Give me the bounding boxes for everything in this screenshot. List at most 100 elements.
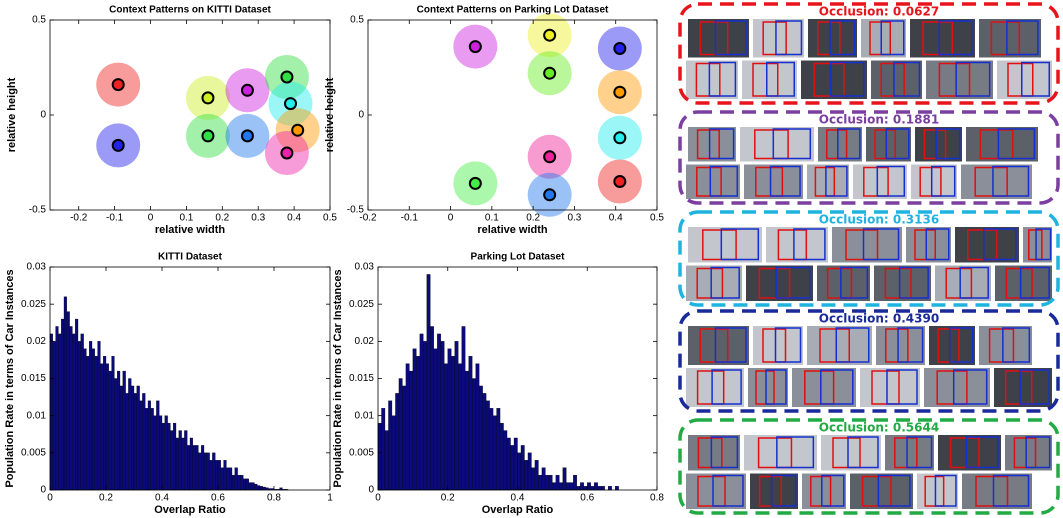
box-red bbox=[945, 267, 973, 299]
box-red bbox=[754, 129, 789, 160]
car-image bbox=[1023, 227, 1052, 263]
cluster-center bbox=[543, 66, 557, 80]
box-red bbox=[697, 475, 726, 507]
bar bbox=[133, 393, 137, 491]
box-red bbox=[1013, 437, 1037, 469]
bar bbox=[156, 400, 160, 491]
x-tick-label: 0.2 bbox=[441, 493, 455, 504]
bar bbox=[170, 430, 174, 491]
y-tick-label: 0.025 bbox=[349, 299, 374, 310]
bar bbox=[534, 460, 539, 491]
bar bbox=[506, 437, 511, 491]
car-image bbox=[792, 368, 856, 407]
bar bbox=[201, 445, 205, 491]
box-red bbox=[757, 437, 793, 469]
car-image bbox=[753, 326, 803, 365]
bar bbox=[566, 482, 570, 491]
box-red bbox=[813, 62, 845, 97]
x-tick-label: 0.5 bbox=[650, 213, 664, 224]
bar bbox=[217, 460, 221, 491]
box-blue bbox=[793, 228, 826, 261]
box-red bbox=[826, 267, 853, 299]
box-red bbox=[871, 370, 900, 405]
box-red bbox=[1007, 62, 1034, 97]
bar bbox=[496, 408, 501, 491]
box-red bbox=[990, 21, 1021, 56]
bar bbox=[601, 486, 605, 491]
x-tick-label: 0.1 bbox=[485, 213, 499, 224]
bar bbox=[541, 467, 546, 491]
y-tick-label: 0.01 bbox=[27, 410, 47, 421]
bar bbox=[206, 452, 210, 491]
cluster-center bbox=[284, 97, 298, 111]
x-tick-label: 0.4 bbox=[609, 213, 623, 224]
box-red bbox=[937, 328, 960, 363]
bar bbox=[234, 467, 238, 491]
box-red bbox=[863, 166, 889, 197]
box-blue bbox=[710, 266, 740, 299]
bar bbox=[229, 467, 233, 491]
box-red bbox=[696, 129, 720, 160]
bar bbox=[122, 370, 126, 491]
car-image bbox=[924, 368, 990, 407]
bar bbox=[262, 486, 266, 491]
x-tick-label: 0.3 bbox=[251, 213, 265, 224]
cluster-center bbox=[201, 129, 215, 143]
x-tick-label: 0.8 bbox=[267, 493, 281, 504]
box-red bbox=[699, 21, 729, 56]
car-image bbox=[876, 326, 925, 365]
bar bbox=[49, 333, 53, 491]
y-axis-label: Population Rate in terms of Car Instance… bbox=[4, 269, 16, 487]
box-blue bbox=[959, 266, 989, 299]
car-image bbox=[808, 19, 857, 58]
y-tick-label: 0.005 bbox=[21, 447, 46, 458]
car-image bbox=[821, 435, 881, 471]
cluster-center bbox=[468, 176, 482, 190]
box-red bbox=[755, 370, 775, 405]
car-image bbox=[906, 227, 951, 263]
box-blue bbox=[840, 266, 869, 299]
chart-title: KITTI Dataset bbox=[158, 252, 223, 263]
y-tick-label: 0.015 bbox=[21, 373, 46, 384]
y-tick-label: 0.02 bbox=[355, 336, 375, 347]
bar bbox=[254, 483, 258, 491]
bar bbox=[503, 430, 508, 491]
bar bbox=[83, 348, 87, 491]
bar bbox=[395, 393, 400, 491]
car-image bbox=[915, 127, 962, 162]
box-red bbox=[752, 62, 779, 97]
box-red bbox=[861, 475, 892, 507]
box-blue bbox=[825, 165, 848, 197]
box-blue bbox=[897, 327, 924, 363]
x-axis-label: relative width bbox=[155, 224, 226, 236]
box-blue bbox=[847, 436, 879, 469]
y-tick-label: 0.03 bbox=[355, 262, 375, 273]
bar bbox=[94, 356, 98, 491]
box-red bbox=[696, 370, 725, 405]
box-blue bbox=[1021, 61, 1050, 97]
bar bbox=[192, 445, 196, 491]
box-blue bbox=[765, 369, 787, 405]
car-image bbox=[688, 435, 740, 471]
x-tick-label: 0.2 bbox=[99, 493, 113, 504]
x-tick-label: -0.1 bbox=[401, 213, 419, 224]
car-image bbox=[997, 60, 1052, 99]
bar bbox=[538, 474, 543, 491]
bar bbox=[248, 482, 252, 491]
bar bbox=[203, 452, 207, 491]
car-image bbox=[818, 127, 862, 162]
box-blue bbox=[898, 266, 929, 299]
car-image bbox=[885, 435, 934, 471]
cluster-center bbox=[613, 85, 627, 99]
bar bbox=[223, 460, 227, 491]
bar bbox=[142, 393, 146, 491]
x-tick-label: -0.1 bbox=[106, 213, 124, 224]
cluster-center bbox=[201, 91, 215, 105]
bar bbox=[150, 408, 154, 491]
box-red bbox=[975, 475, 1009, 507]
y-axis-label: relative height bbox=[6, 77, 18, 152]
bar bbox=[559, 482, 563, 491]
x-tick-label: 0 bbox=[148, 213, 154, 224]
bar bbox=[178, 430, 182, 491]
box-red bbox=[869, 21, 891, 56]
